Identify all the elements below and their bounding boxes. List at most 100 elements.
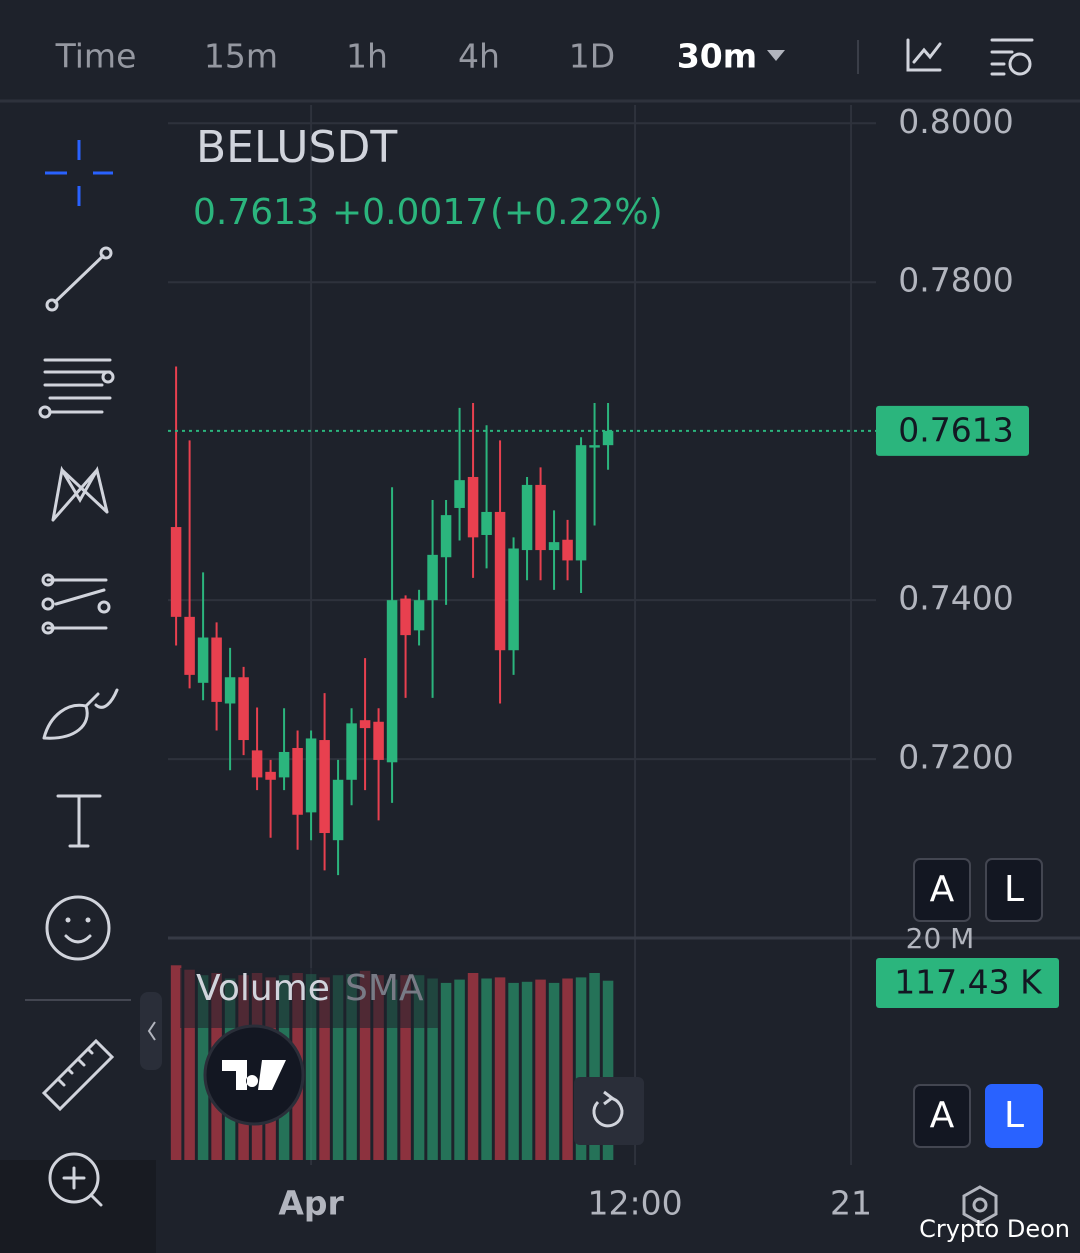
- volume-bar: [400, 975, 411, 1160]
- x-tick-label: Apr: [278, 1184, 344, 1223]
- interval-option[interactable]: 1D: [569, 37, 615, 76]
- last-price-label: 0.7613: [898, 410, 1013, 449]
- candle-body: [400, 598, 411, 636]
- reset-button[interactable]: [574, 1077, 644, 1145]
- horizontal-lines-tool[interactable]: [38, 358, 115, 419]
- candle-body: [467, 476, 479, 538]
- volume-bar: [602, 980, 614, 1160]
- brush-tool[interactable]: [42, 688, 119, 740]
- collapse-sidebar[interactable]: [140, 992, 162, 1070]
- last-price-box: [876, 405, 1029, 456]
- volume-bar: [170, 965, 182, 1160]
- scale-button[interactable]: [985, 1084, 1043, 1148]
- indicator-icon[interactable]: [906, 38, 942, 72]
- header-change-pct: (+0.22%): [490, 192, 663, 233]
- volume-bar: [305, 974, 317, 1160]
- interval-option[interactable]: Time: [55, 37, 137, 76]
- volume-bar: [319, 977, 330, 1160]
- candle-body: [589, 445, 600, 448]
- interval-option[interactable]: 1h: [346, 37, 388, 76]
- sidebar-foot: [0, 1160, 156, 1253]
- tv-logo[interactable]: [203, 1024, 305, 1126]
- candle-body: [238, 677, 249, 741]
- crosshair-tool[interactable]: [45, 140, 113, 206]
- volume-bar: [197, 975, 209, 1160]
- candle-body: [211, 637, 222, 702]
- candle-body: [319, 740, 330, 834]
- interval-option[interactable]: 15m: [204, 37, 278, 76]
- volume-bar: [373, 975, 384, 1160]
- scale-button-label[interactable]: L: [1004, 869, 1024, 910]
- candle-body: [346, 723, 357, 780]
- volume-bar: [440, 982, 452, 1160]
- volume-bar: [481, 978, 492, 1160]
- candle-body: [292, 747, 303, 815]
- candle-body: [427, 554, 438, 601]
- pattern-tool[interactable]: [51, 465, 109, 522]
- volume-bar: [359, 970, 371, 1160]
- scale-button-label[interactable]: L: [1004, 1095, 1024, 1136]
- ruler-tool[interactable]: [41, 1038, 115, 1112]
- emoji-tool[interactable]: [45, 895, 111, 961]
- y-tick-label: 0.7800: [898, 261, 1013, 300]
- settings-icon[interactable]: [990, 38, 1034, 76]
- volume-legend: Volume: [196, 968, 330, 1009]
- scale-button[interactable]: [913, 858, 971, 922]
- legend-bg: [180, 968, 438, 1028]
- interval-active[interactable]: 30m: [677, 37, 757, 76]
- candle-body: [575, 445, 587, 561]
- volume-bar: [332, 975, 344, 1160]
- volume-tick-label: 20 M: [906, 922, 975, 955]
- candle-body: [562, 539, 573, 561]
- volume-bar: [184, 969, 195, 1160]
- candle-body: [386, 600, 398, 763]
- candle-body: [535, 484, 546, 551]
- volume-bar: [454, 979, 465, 1160]
- fib-tool[interactable]: [41, 573, 111, 635]
- scale-button[interactable]: [985, 858, 1043, 922]
- candle-body: [373, 721, 384, 760]
- candle-body: [170, 527, 182, 617]
- volume-last-label: 117.43 K: [894, 963, 1043, 1002]
- interval-option[interactable]: 4h: [458, 37, 500, 76]
- x-tick-label: 12:00: [587, 1184, 682, 1223]
- candle-body: [184, 616, 195, 675]
- candle-body: [494, 511, 506, 651]
- watermark: Crypto Deon: [919, 1215, 1070, 1243]
- text-tool[interactable]: [56, 794, 102, 848]
- volume-bar: [413, 975, 425, 1160]
- candle-body: [602, 430, 614, 446]
- y-tick-label: 0.7400: [898, 579, 1013, 618]
- volume-bar: [427, 978, 438, 1160]
- candle-body: [197, 637, 209, 683]
- zoom-tool[interactable]: [48, 1152, 103, 1207]
- scale-button-label[interactable]: A: [930, 1095, 955, 1136]
- candle-body: [251, 750, 263, 778]
- volume-bar: [521, 981, 533, 1160]
- candle-body: [481, 511, 492, 535]
- volume-bar: [386, 979, 398, 1160]
- candle-body: [454, 480, 465, 508]
- volume-bar: [346, 974, 357, 1160]
- candle-body: [332, 779, 344, 841]
- interval-dropdown[interactable]: [767, 50, 785, 61]
- candle-body: [440, 515, 452, 558]
- symbol-title: BELUSDT: [196, 122, 397, 173]
- candle-body: [508, 548, 519, 651]
- volume-bar: [548, 982, 560, 1160]
- header-price: 0.7613: [193, 192, 319, 233]
- volume-sma-legend: SMA: [345, 968, 424, 1009]
- candle-body: [521, 484, 533, 551]
- scale-button-label[interactable]: A: [930, 869, 955, 910]
- trendline-tool[interactable]: [45, 246, 113, 312]
- volume-bar: [535, 979, 546, 1160]
- candle-body: [359, 720, 371, 729]
- volume-bar: [589, 973, 600, 1160]
- candle-body: [278, 751, 290, 778]
- volume-bar: [562, 978, 573, 1160]
- candle-body: [305, 738, 317, 813]
- scale-button[interactable]: [913, 1084, 971, 1148]
- chart-settings[interactable]: [962, 1185, 998, 1225]
- volume-bar: [575, 977, 587, 1160]
